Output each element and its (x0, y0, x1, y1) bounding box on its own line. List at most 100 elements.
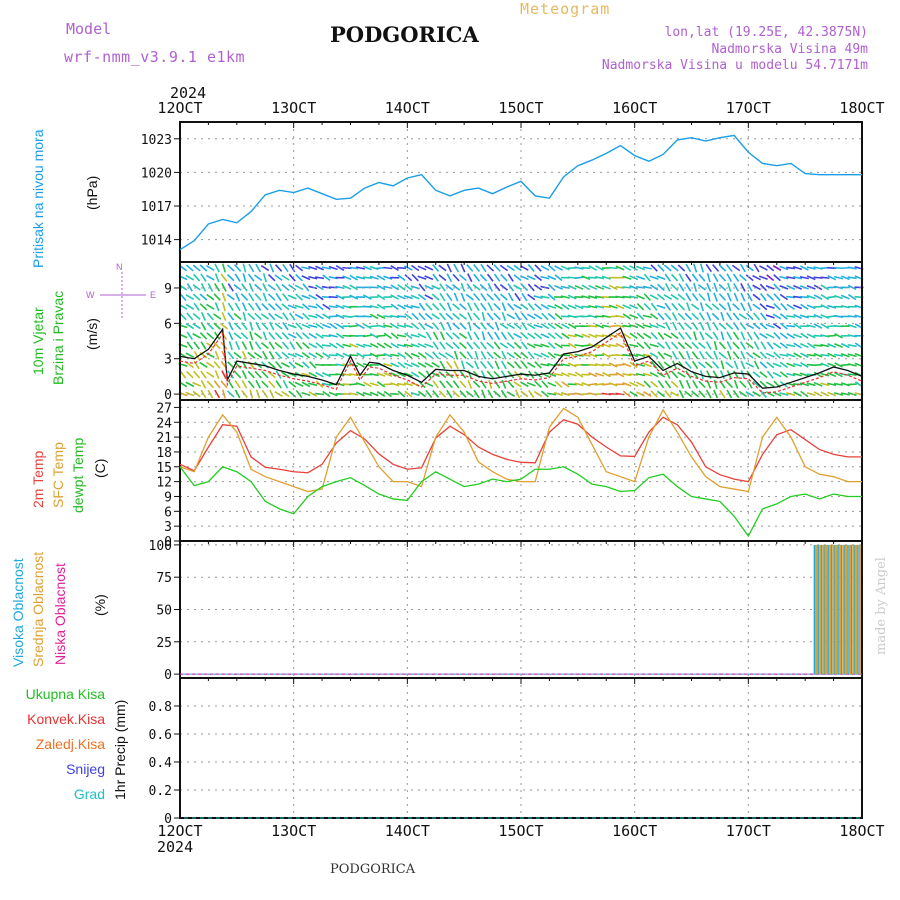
wind-barb (233, 322, 242, 330)
wind-barb (260, 313, 270, 320)
wind-barb (418, 322, 426, 331)
wind-barb (527, 332, 536, 340)
wind-ytick-label: 6 (164, 317, 172, 332)
wind-barb (282, 263, 289, 273)
wind-barb (349, 294, 359, 300)
wind-barb (753, 263, 760, 273)
wind-barb (206, 303, 215, 310)
wind-barb (262, 292, 268, 302)
wind-barb (834, 343, 843, 349)
wind-barb (622, 304, 632, 310)
wind-barb (424, 275, 434, 281)
wind-barb (241, 341, 248, 350)
wind-barb (739, 380, 747, 389)
wind-barb (772, 371, 782, 378)
wind-barb (691, 321, 699, 331)
wind-barb (233, 312, 242, 321)
wind-barb (282, 321, 289, 331)
wind-barb (214, 350, 220, 360)
wind-barb (322, 352, 331, 359)
wind-barb (732, 341, 740, 350)
wind-barb (588, 276, 598, 279)
wind-barb (294, 362, 304, 368)
wind-barb (608, 344, 618, 348)
wind-barb (670, 391, 680, 397)
wind-barb (473, 312, 481, 321)
wind-barb (560, 265, 570, 271)
wind-barb (254, 302, 262, 311)
wind-barb (595, 265, 604, 271)
wind-barb (233, 370, 242, 379)
clouds-ytick-label: 0 (164, 668, 172, 683)
wind-barb (403, 324, 413, 329)
wind-barb (185, 361, 194, 369)
wind-barb (706, 312, 712, 321)
wind-barb (629, 381, 639, 387)
wind-barb (214, 370, 220, 380)
wind-barb (390, 353, 400, 357)
wind-barb (199, 332, 208, 340)
wind-barb (493, 264, 501, 272)
wind-barb (240, 332, 249, 340)
wind-barb (533, 352, 543, 358)
wind-barb (733, 370, 740, 379)
wind-barb (513, 322, 522, 330)
wind-barb (242, 311, 247, 322)
wind-barb (507, 331, 515, 340)
wind-barb (249, 341, 254, 351)
wind-barb (705, 341, 712, 350)
wind-barb (671, 350, 678, 360)
wind-barb (588, 324, 598, 328)
wind-barb (786, 315, 796, 318)
footer-station: PODGORICA (330, 862, 416, 877)
wind-barb (494, 331, 501, 341)
wind-barb (315, 293, 324, 301)
wind-barb (642, 324, 652, 329)
wind-barb (554, 312, 563, 321)
wind-barb (376, 390, 386, 398)
wind-barb (636, 323, 645, 330)
wind-barb (369, 332, 379, 339)
wind-barb (786, 372, 796, 377)
wind-barb (813, 352, 823, 358)
wind-barb (452, 312, 461, 321)
wind-barb (561, 381, 570, 388)
wind-barb (820, 284, 830, 291)
wind-barb (779, 275, 789, 280)
wind-barb (501, 350, 507, 360)
wind-barb (404, 351, 413, 359)
wind-barb (486, 264, 495, 272)
wind-barb (356, 361, 365, 368)
wind-barb (574, 304, 584, 310)
time-label-top: 13OCT (271, 99, 316, 117)
time-label-top: 17OCT (726, 99, 771, 117)
wind-barb (581, 344, 591, 347)
wind-barb (726, 331, 733, 341)
wind-barb (684, 360, 692, 369)
wind-barb (213, 360, 221, 369)
wind-barb (713, 389, 719, 399)
time-label-bottom: 16OCT (612, 822, 657, 840)
wind-barb (417, 275, 427, 280)
wind-barb (274, 303, 283, 311)
wind-barb (732, 331, 740, 341)
wind-barb (467, 273, 473, 283)
wind-barb (383, 324, 393, 328)
compass-w-label: W (86, 290, 95, 300)
wind-barb (827, 342, 837, 349)
wind-barb (547, 293, 556, 301)
wind-barb (693, 282, 698, 292)
wind-barb (473, 331, 480, 341)
wind-barb (501, 311, 507, 321)
wind-barb (615, 265, 625, 271)
wind-barb (635, 372, 646, 377)
wind-barb (383, 275, 393, 280)
wind-barb (527, 283, 535, 292)
wind-barb (267, 371, 276, 379)
wind-barb (561, 332, 570, 340)
wind-barb (480, 302, 487, 311)
wind-barb (467, 302, 473, 312)
wind-barb (439, 321, 446, 331)
wind-barb (657, 351, 665, 360)
time-label-top: 18OCT (839, 99, 884, 117)
